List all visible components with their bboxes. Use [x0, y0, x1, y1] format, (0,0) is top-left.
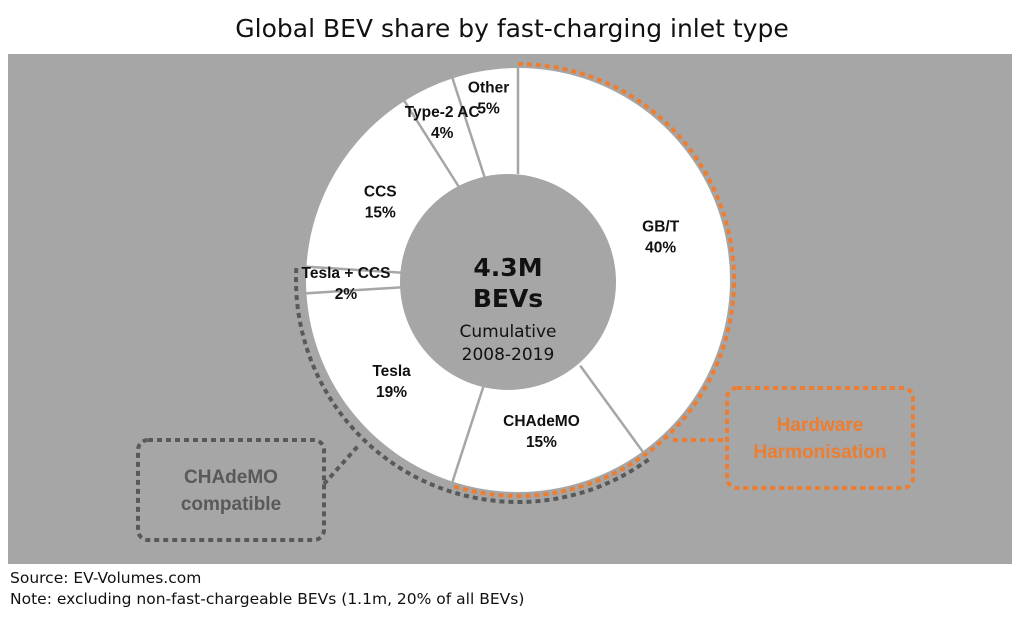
slice-label-other: Other [468, 79, 509, 96]
center-label-main: 4.3M [473, 253, 542, 282]
center-label-main2: BEVs [473, 284, 543, 313]
slice-value-tesla-ccs: 2% [335, 286, 358, 303]
footer-source: Source: EV-Volumes.com [10, 569, 202, 587]
slice-value-other: 5% [477, 100, 500, 117]
callout-text-harmonisation: Harmonisation [753, 442, 886, 463]
center-label-sub2: 2008-2019 [462, 345, 555, 365]
center-circle [400, 174, 616, 390]
callout-box-gray [136, 438, 326, 542]
slice-label-tesla-ccs: Tesla + CCS [302, 265, 391, 282]
slice-label-tesla: Tesla [372, 363, 411, 380]
callout-hardware-harmonisation: Hardware Harmonisation [673, 386, 915, 490]
footer-note: Note: excluding non-fast-chargeable BEVs… [10, 590, 525, 608]
slice-gb-t [518, 68, 730, 452]
chart-title: Global BEV share by fast-charging inlet … [235, 14, 789, 43]
slice-labels-layer: GB/T 40% CHAdeMO 15% Tesla 19% Tesla + CCS 2% CC… [302, 79, 680, 451]
slice-value-chademo: 15% [526, 434, 557, 451]
highlight-arc-chademo-compatible [294, 265, 650, 504]
slice-divider-5 [402, 99, 463, 192]
donut-chart: GB/T 40% CHAdeMO 15% Tesla 19% Tesla + CCS 2% CC… [136, 62, 915, 542]
slice-label-type-2-ac: Type-2 AC [405, 104, 480, 121]
slice-divider-4 [305, 265, 413, 275]
callout-box-orange [725, 386, 915, 490]
highlight-arcs-layer [294, 62, 736, 504]
slice-value-tesla: 19% [376, 384, 407, 401]
highlight-arc-harmonisation [450, 62, 736, 498]
slice-value-ccs: 15% [365, 205, 396, 222]
dividers-layer [305, 67, 645, 483]
slice-value-gb-t: 40% [645, 240, 676, 257]
slice-label-gb-t: GB/T [642, 219, 680, 236]
callout-text-compatible: compatible [181, 494, 281, 515]
slice-chademo [452, 280, 643, 492]
callout-text-chademo: CHAdeMO [184, 467, 278, 488]
plot-area: GB/T 40% CHAdeMO 15% Tesla 19% Tesla + CCS 2% CC… [8, 54, 1012, 564]
slice-label-ccs: CCS [364, 184, 397, 201]
slice-value-type-2-ac: 4% [431, 125, 454, 142]
callout-chademo-compatible: CHAdeMO compatible [136, 438, 360, 542]
slice-divider-6 [450, 77, 487, 180]
slice-divider-1 [579, 365, 645, 454]
callout-connector-gray [322, 444, 360, 486]
center-label-sub1: Cumulative [459, 322, 556, 342]
slice-label-chademo: CHAdeMO [503, 413, 580, 430]
slice-divider-3 [305, 285, 413, 295]
slice-divider-2 [450, 380, 487, 483]
callout-text-hardware: Hardware [777, 415, 864, 436]
